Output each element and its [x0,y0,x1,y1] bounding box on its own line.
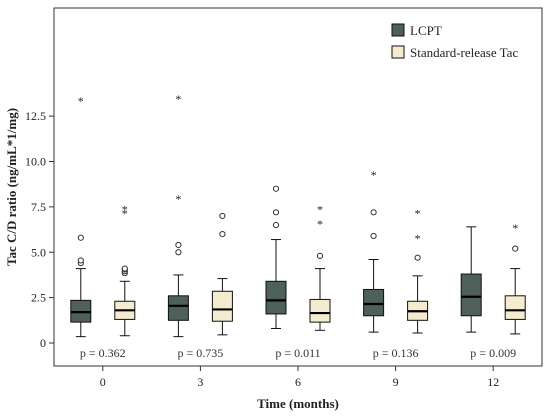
extreme-point: * [175,192,181,206]
y-tick-label: 2.5 [31,291,46,305]
plot-frame [53,7,543,367]
box-standard-12: * [504,221,526,335]
x-tick-label: 9 [393,375,399,389]
box-standard-9: ** [407,206,429,334]
box-standard-6: ** [309,203,331,331]
box-standard-0: ** [114,203,136,337]
p-value-annotations: p = 0.362 p = 0.735 p = 0.011 p = 0.136 p = … [80,346,516,360]
outlier-point [414,254,421,261]
x-tick-label: 3 [197,375,203,389]
x-tick-label: 6 [295,375,301,389]
box-lcpt-6 [265,185,287,329]
box-iqr [504,295,526,320]
y-tick-label: 10.0 [25,155,46,169]
outlier-point [121,265,128,272]
extreme-point: * [317,203,323,217]
box-iqr [460,273,482,317]
extreme-point: * [78,94,84,108]
x-tick-label: 0 [100,375,106,389]
extreme-point: * [371,168,377,182]
box-series: *********** [70,92,526,338]
outlier-point [272,185,280,192]
outlier-point [77,257,84,264]
legend-label: LCPT [410,23,442,38]
p-value-label: p = 0.136 [373,346,419,360]
outlier-point [272,209,280,216]
y-axis: 0 2.5 5.0 7.5 10.0 12.5 [25,109,54,350]
extreme-point: * [122,203,128,217]
extreme-point: * [122,206,128,220]
extreme-point: * [175,92,181,106]
outlier-point [175,249,182,256]
p-value-label: p = 0.735 [178,346,224,360]
box-iqr [363,288,385,317]
outlier-point [316,252,324,259]
x-axis: 0 3 6 9 12 [100,366,499,389]
box-lcpt-12 [460,226,482,333]
legend-swatch [391,23,405,37]
box-iqr [309,298,331,323]
extreme-point: * [512,221,518,235]
x-axis-title: Time (months) [257,396,339,411]
box-iqr [265,280,287,315]
y-tick-label: 5.0 [31,245,46,259]
outlier-point [219,231,226,238]
outlier-point [272,221,280,229]
box-lcpt-0: * [70,94,92,338]
p-value-label: p = 0.362 [80,346,126,360]
box-standard-3 [211,212,233,336]
legend: LCPT Standard-release Tac [391,23,518,60]
outlier-point [370,209,377,216]
outlier-point [219,212,226,220]
outlier-point [512,245,519,252]
box-iqr [211,290,233,322]
y-tick-label: 7.5 [31,200,46,214]
y-tick-label: 0 [40,336,46,350]
outlier-point [77,234,84,241]
x-tick-label: 12 [487,375,499,389]
p-value-label: p = 0.009 [470,346,516,360]
outlier-point [175,241,182,249]
p-value-label: p = 0.011 [275,346,320,360]
extreme-point: * [317,217,323,231]
legend-label: Standard-release Tac [410,45,518,60]
extreme-point: * [415,232,421,246]
legend-swatch [391,45,405,59]
box-lcpt-3: ** [167,92,189,338]
y-tick-label: 12.5 [25,109,46,123]
box-iqr [167,295,189,321]
extreme-point: * [415,206,421,220]
outlier-point [370,232,377,240]
y-axis-title: Tac C/D ratio (ng/mL*1/mg) [4,108,19,266]
box-lcpt-9: * [363,168,385,333]
